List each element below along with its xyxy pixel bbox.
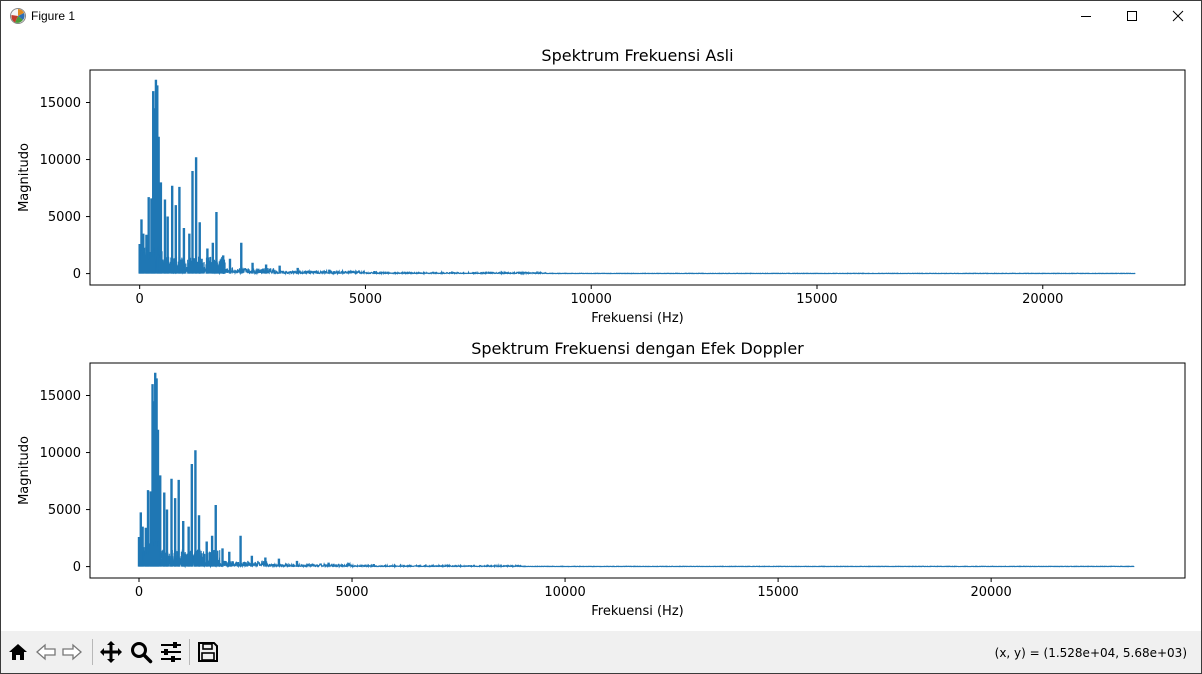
x-tick-label: 10000 xyxy=(571,292,612,307)
y-tick-label: 0 xyxy=(73,560,81,575)
x-axis-label: Frekuensi (Hz) xyxy=(591,311,683,326)
spectrum-series xyxy=(138,549,1135,569)
y-tick-label: 5000 xyxy=(48,210,81,225)
axes-frame xyxy=(89,69,1186,286)
save-icon xyxy=(198,642,218,662)
y-axis-label: Magnitudo xyxy=(17,436,32,505)
title-bar: Figure 1 xyxy=(1,1,1201,31)
spectrum-dense-band xyxy=(138,539,221,567)
close-button[interactable] xyxy=(1155,1,1201,31)
subplot-2: Spektrum Frekuensi dengan Efek Doppler 0 5… xyxy=(17,339,1186,619)
navigation-toolbar: (x, y) = (1.528e+04, 5.68e+03) xyxy=(1,631,1201,673)
toolbar-separator xyxy=(189,639,190,665)
zoom-button[interactable] xyxy=(128,639,154,665)
axes-frame xyxy=(89,362,1186,579)
y-tick-label: 10000 xyxy=(40,446,81,461)
y-tick-label: 0 xyxy=(73,267,81,282)
x-tick-label: 0 xyxy=(136,292,144,307)
chart-title: Spektrum Frekuensi Asli xyxy=(541,46,733,65)
x-tick-label: 5000 xyxy=(335,585,368,600)
forward-arrow-icon xyxy=(62,643,82,661)
matplotlib-logo-icon xyxy=(10,8,26,24)
x-tick-label: 0 xyxy=(135,585,143,600)
x-axis-label: Frekuensi (Hz) xyxy=(591,604,683,619)
x-tick-label: 20000 xyxy=(970,585,1011,600)
figure-canvas[interactable]: Spektrum Frekuensi Asli 0 5000 10000 15000 20… xyxy=(1,31,1201,631)
home-button[interactable] xyxy=(5,639,31,665)
x-tick-label: 5000 xyxy=(349,292,382,307)
y-tick-label: 5000 xyxy=(48,503,81,518)
pan-button[interactable] xyxy=(98,639,124,665)
minimize-button[interactable] xyxy=(1063,1,1109,31)
zoom-icon xyxy=(131,642,153,664)
x-tick-label: 20000 xyxy=(1022,292,1063,307)
close-icon xyxy=(1172,10,1184,22)
spectrum-series xyxy=(139,256,1136,276)
forward-button[interactable] xyxy=(59,639,85,665)
spectrum-peaks xyxy=(137,372,511,567)
back-button[interactable] xyxy=(33,639,59,665)
maximize-icon xyxy=(1127,11,1137,21)
spectrum-peaks xyxy=(138,79,512,274)
maximize-button[interactable] xyxy=(1109,1,1155,31)
configure-subplots-icon xyxy=(161,642,181,662)
x-tick-label: 10000 xyxy=(544,585,585,600)
subplot-1: Spektrum Frekuensi Asli 0 5000 10000 15000 20… xyxy=(17,46,1186,326)
x-tick-label: 15000 xyxy=(757,585,798,600)
x-tick-label: 15000 xyxy=(796,292,837,307)
y-axis-label: Magnitudo xyxy=(17,143,32,212)
save-button[interactable] xyxy=(195,639,221,665)
spectrum-dense-band xyxy=(139,246,226,274)
back-arrow-icon xyxy=(36,643,56,661)
minimize-icon xyxy=(1081,16,1091,17)
y-tick-label: 15000 xyxy=(40,389,81,404)
configure-subplots-button[interactable] xyxy=(158,639,184,665)
cursor-coordinates: (x, y) = (1.528e+04, 5.68e+03) xyxy=(994,646,1187,660)
figure-svg: Spektrum Frekuensi Asli 0 5000 10000 15000 20… xyxy=(17,46,1186,619)
window-title: Figure 1 xyxy=(31,9,76,23)
home-icon xyxy=(9,644,27,660)
y-tick-label: 10000 xyxy=(40,153,81,168)
toolbar-separator xyxy=(92,639,93,665)
y-tick-label: 15000 xyxy=(40,96,81,111)
pan-icon xyxy=(100,641,122,663)
chart-title: Spektrum Frekuensi dengan Efek Doppler xyxy=(471,339,804,358)
